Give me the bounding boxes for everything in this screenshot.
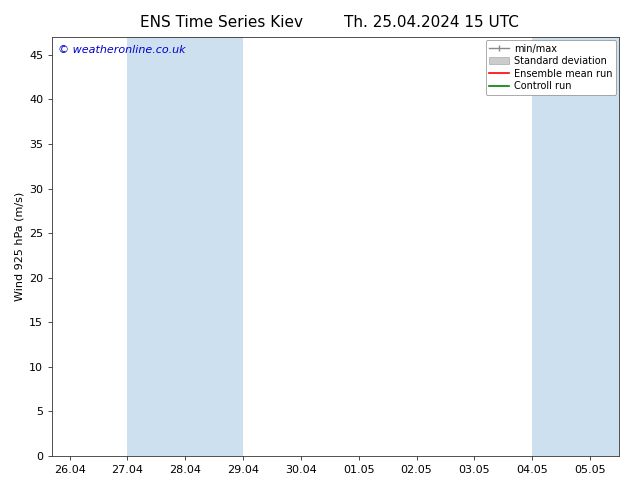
Bar: [127, 37, 185, 456]
Bar: [185, 37, 243, 456]
Text: Th. 25.04.2024 15 UTC: Th. 25.04.2024 15 UTC: [344, 15, 519, 30]
Bar: [533, 37, 590, 456]
Y-axis label: Wind 925 hPa (m/s): Wind 925 hPa (m/s): [15, 192, 25, 301]
Bar: [590, 37, 619, 456]
Text: ENS Time Series Kiev: ENS Time Series Kiev: [140, 15, 304, 30]
Legend: min/max, Standard deviation, Ensemble mean run, Controll run: min/max, Standard deviation, Ensemble me…: [486, 40, 616, 95]
Text: © weatheronline.co.uk: © weatheronline.co.uk: [58, 46, 186, 55]
